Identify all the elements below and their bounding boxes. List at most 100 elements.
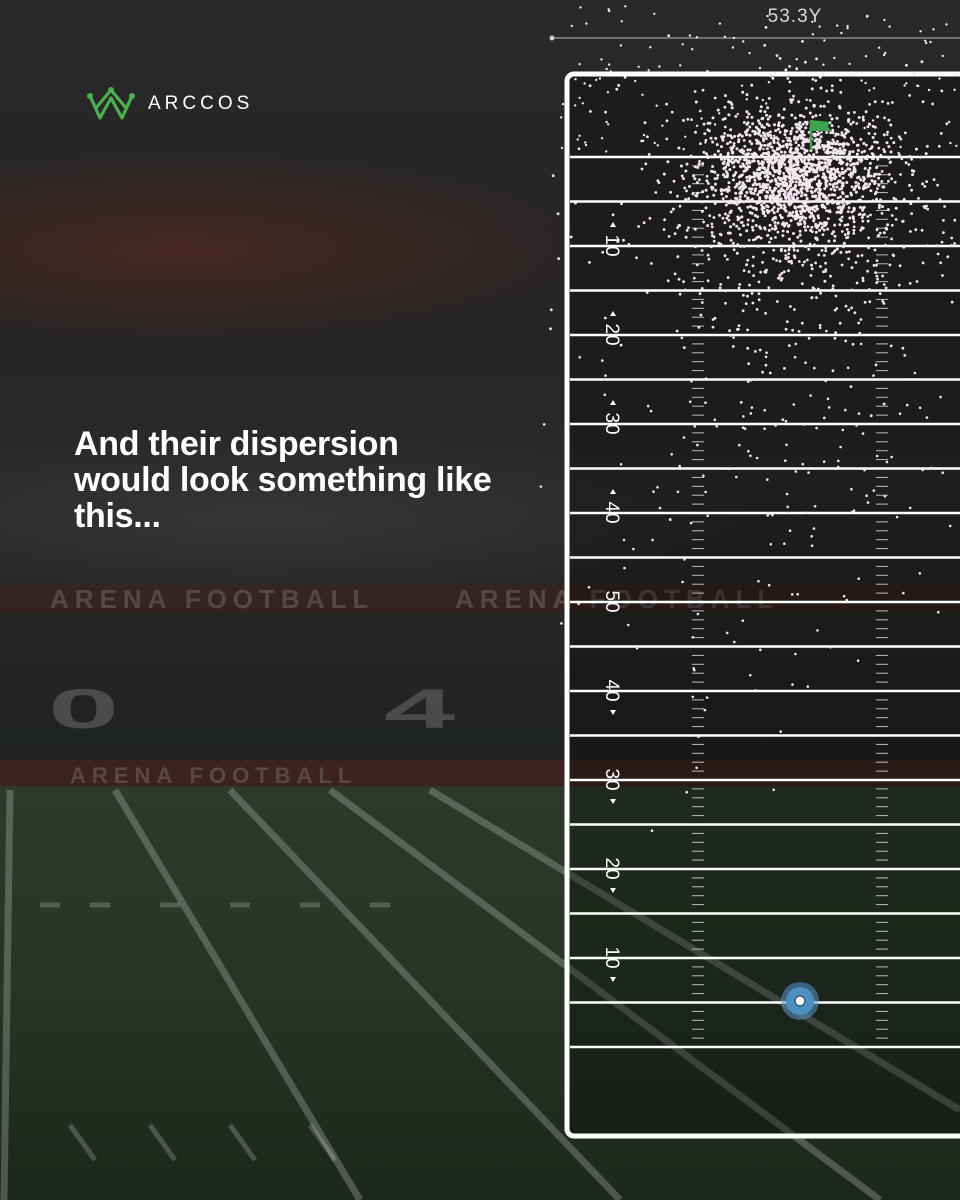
shot-point [716,149,720,153]
shot-point [804,126,808,130]
shot-point [585,22,588,25]
shot-point [863,213,866,216]
shot-point [627,243,631,246]
shot-point [771,196,775,200]
shot-point [676,255,680,259]
shot-point [856,176,860,180]
shot-point [729,238,733,242]
shot-point [795,157,799,161]
shot-point [765,190,769,194]
shot-point [665,119,669,123]
shot-point [780,271,784,275]
shot-point [728,140,732,144]
shot-point [642,133,646,137]
shot-point [925,204,928,208]
headline: And their dispersion would look somethin… [74,425,492,535]
shot-point [748,283,751,287]
shot-point [789,132,793,136]
shot-point [745,152,749,156]
shot-point [898,153,901,157]
shot-point [815,198,819,202]
shot-point [835,149,838,153]
shot-point [772,211,776,215]
shot-point [783,205,787,209]
shot-point [764,270,768,274]
shot-point [578,356,582,359]
shot-point [873,100,877,104]
shot-point [742,139,746,142]
shot-point [774,226,778,230]
shot-point [817,216,820,220]
shot-point [761,261,764,264]
shot-point [741,426,745,430]
shot-point [604,110,607,114]
shot-point [787,214,791,218]
shot-point [784,197,788,200]
shot-point [654,191,658,194]
shot-point [619,463,623,466]
shot-point [824,261,827,265]
shot-point [899,173,902,176]
shot-point [833,56,836,60]
shot-point [746,148,750,152]
shot-point [726,133,730,137]
shot-point [680,164,683,168]
shot-point [637,225,640,228]
shot-point [850,266,854,269]
shot-point [778,57,782,60]
shot-point [856,161,860,165]
yard-number: 10 [601,946,622,969]
shot-point [827,406,831,409]
shot-point [804,162,808,166]
shot-point [789,219,793,223]
shot-point [768,130,772,134]
shot-point [818,142,821,145]
shot-point [844,408,847,412]
shot-point [862,179,865,183]
shot-point [862,175,865,179]
shot-point [732,241,735,245]
shot-point [864,156,868,160]
shot-point [676,194,679,198]
shot-point [844,304,848,308]
shot-point [789,148,793,152]
shot-point [801,40,804,43]
shot-point [723,132,726,135]
shot-point [712,235,716,239]
shot-point [796,161,800,164]
shot-point [713,177,717,181]
shot-point [829,274,832,278]
shot-point [733,185,737,189]
shot-point [860,79,863,82]
shot-point [749,198,752,202]
shot-point [737,160,741,164]
shot-point [780,187,784,190]
shot-point [600,58,603,61]
shot-point [850,288,854,292]
shot-point [746,218,750,222]
shot-point [857,412,861,415]
shot-point [795,190,799,194]
yard-number: 10 [601,234,622,257]
shot-point [785,320,789,324]
shot-point [862,142,866,145]
shot-point [723,212,727,216]
shot-point [819,135,823,139]
shot-point [882,185,886,189]
shot-point [808,242,812,246]
shot-point [691,192,695,196]
shot-point [908,506,912,510]
shot-point [739,221,743,224]
shot-point [736,134,740,138]
shot-point [823,194,827,198]
shot-point [808,158,811,162]
shot-point [864,182,868,186]
shot-point [830,84,834,88]
shot-point [932,28,935,31]
shot-point [684,198,688,201]
yard-number: 30 [601,412,622,435]
shot-point [857,157,861,161]
shot-point [728,329,731,333]
shot-point [882,231,886,235]
shot-point [903,354,907,357]
